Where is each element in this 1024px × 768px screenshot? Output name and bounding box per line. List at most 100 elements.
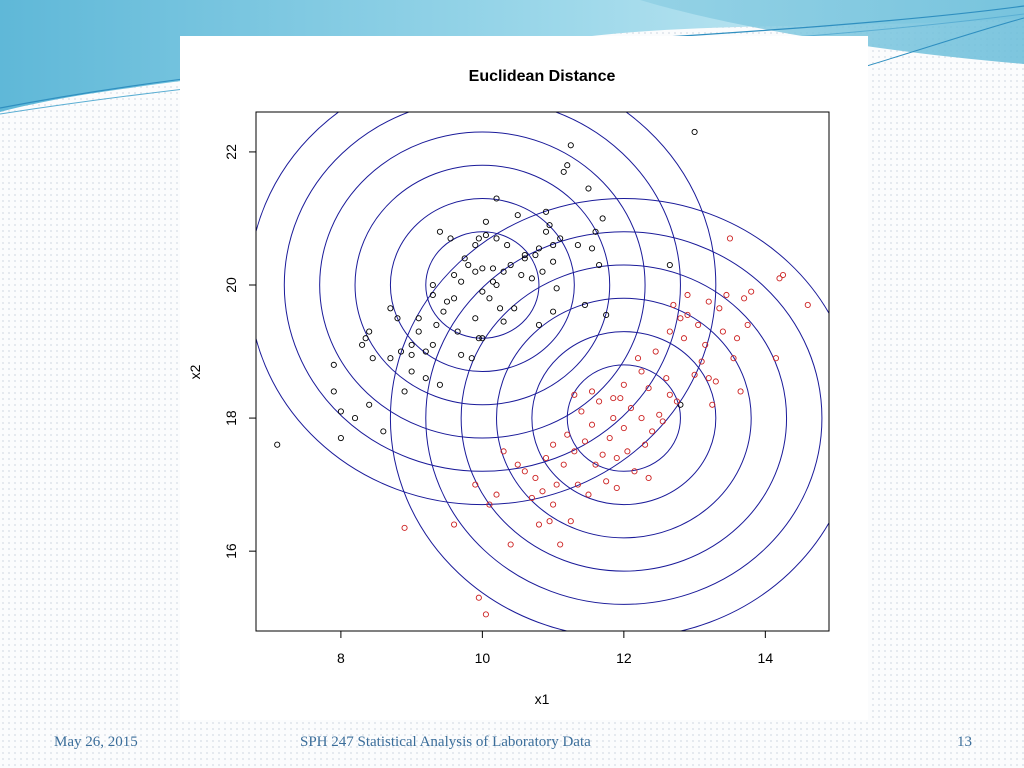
data-point-group-1 <box>550 242 557 249</box>
data-point-group-1 <box>387 355 394 362</box>
data-point-group-1 <box>429 281 436 289</box>
footer-course-title: SPH 247 Statistical Analysis of Laborato… <box>300 734 591 750</box>
data-point-group-1 <box>408 351 415 358</box>
data-point-group-2 <box>482 611 489 618</box>
data-point-group-2 <box>507 541 514 548</box>
data-point-group-1 <box>475 335 482 342</box>
data-point-group-1 <box>366 401 373 408</box>
data-point-group-1 <box>369 355 376 362</box>
data-point-group-1 <box>535 321 543 328</box>
data-point-group-1 <box>429 341 436 348</box>
data-point-group-2 <box>596 398 603 405</box>
data-point-group-2 <box>695 321 702 328</box>
data-point-group-1 <box>359 341 366 348</box>
data-point-group-1 <box>447 235 454 242</box>
data-point-group-2 <box>772 355 779 362</box>
data-point-group-2 <box>642 441 649 448</box>
data-point-group-1 <box>550 258 557 265</box>
data-point-group-1 <box>603 311 610 318</box>
contour-circle-1-1 <box>425 231 540 339</box>
x-tick-label: 10 <box>475 650 491 666</box>
data-point-group-1 <box>539 268 546 275</box>
data-point-group-1 <box>436 228 443 235</box>
data-point-group-1 <box>479 265 486 272</box>
data-point-group-2 <box>779 271 787 279</box>
data-point-group-2 <box>564 431 571 438</box>
data-point-group-2 <box>730 355 737 362</box>
data-point-group-2 <box>670 301 677 309</box>
data-point-group-2 <box>588 421 596 428</box>
data-point-group-1 <box>486 295 493 302</box>
data-point-group-1 <box>458 278 465 285</box>
data-point-group-1 <box>397 348 405 355</box>
data-point-group-1 <box>472 268 479 275</box>
data-point-group-1 <box>493 195 500 202</box>
data-point-group-2 <box>673 398 680 405</box>
data-point-group-1 <box>408 368 415 375</box>
data-point-group-2 <box>542 454 550 462</box>
data-point-group-1 <box>330 361 337 368</box>
data-point-group-1 <box>415 315 422 322</box>
x-tick-label: 12 <box>616 650 632 666</box>
data-point-group-2 <box>617 395 624 402</box>
y-tick-label: 18 <box>223 410 239 426</box>
chart-figure: Euclidean Distance 8 10 12 14 16 18 20 22 x1 x2 <box>180 36 868 720</box>
data-point-group-2 <box>475 594 482 601</box>
footer-page-number: 13 <box>957 734 972 750</box>
data-point-group-1 <box>380 428 387 435</box>
data-point-group-2 <box>666 391 673 398</box>
data-point-group-2 <box>521 468 528 475</box>
data-point-group-2 <box>691 371 698 378</box>
data-point-group-2 <box>581 438 588 445</box>
y-tick-label: 16 <box>223 543 239 559</box>
scatter-plot: Euclidean Distance 8 10 12 14 16 18 20 22 x1 x2 <box>187 68 830 707</box>
data-point-group-2 <box>776 275 783 282</box>
data-point-group-1 <box>493 281 500 289</box>
data-point-group-1 <box>666 261 673 269</box>
data-point-group-1 <box>493 235 500 242</box>
data-point-group-2 <box>659 418 666 425</box>
data-point-group-1 <box>443 298 451 305</box>
y-axis-label: x2 <box>187 364 203 379</box>
data-point-group-2 <box>620 425 627 432</box>
data-point-group-2 <box>599 451 606 458</box>
data-point-group-2 <box>571 391 578 398</box>
data-point-group-1 <box>472 242 479 249</box>
data-point-group-2 <box>401 524 408 531</box>
data-point-group-1 <box>489 265 497 272</box>
data-point-group-2 <box>634 355 642 362</box>
data-point-group-1 <box>366 328 373 335</box>
data-point-group-1 <box>472 315 479 322</box>
data-point-group-1 <box>546 222 553 229</box>
data-point-group-1 <box>596 261 603 269</box>
data-point-group-2 <box>550 501 557 508</box>
contour-circle-2-3 <box>496 297 752 539</box>
data-point-group-1 <box>677 401 684 408</box>
data-point-group-2 <box>528 494 535 501</box>
data-point-group-1 <box>468 355 475 362</box>
data-point-group-2 <box>705 298 712 305</box>
data-point-group-2 <box>709 401 716 408</box>
y-tick-label: 20 <box>223 277 239 293</box>
data-point-group-1 <box>394 315 401 322</box>
data-point-group-1 <box>454 328 461 335</box>
data-point-group-2 <box>486 501 493 508</box>
data-point-group-2 <box>493 491 500 498</box>
data-point-group-1 <box>337 408 344 415</box>
data-point-group-2 <box>677 315 684 322</box>
data-point-group-1 <box>489 278 497 285</box>
data-point-group-1 <box>588 245 596 252</box>
x-tick-label: 8 <box>337 650 345 666</box>
data-point-group-2 <box>652 348 659 355</box>
data-point-group-2 <box>578 408 585 415</box>
x-axis-label: x1 <box>535 691 550 707</box>
data-point-group-1 <box>451 271 458 279</box>
data-point-group-1 <box>408 341 415 348</box>
chart-title: Euclidean Distance <box>469 68 616 85</box>
data-point-group-1 <box>433 321 440 328</box>
data-point-group-2 <box>638 368 645 375</box>
data-point-group-2 <box>627 405 634 412</box>
data-point-group-1 <box>585 185 592 192</box>
contour-circle-1-5 <box>283 112 681 472</box>
data-point-group-2 <box>666 328 673 335</box>
